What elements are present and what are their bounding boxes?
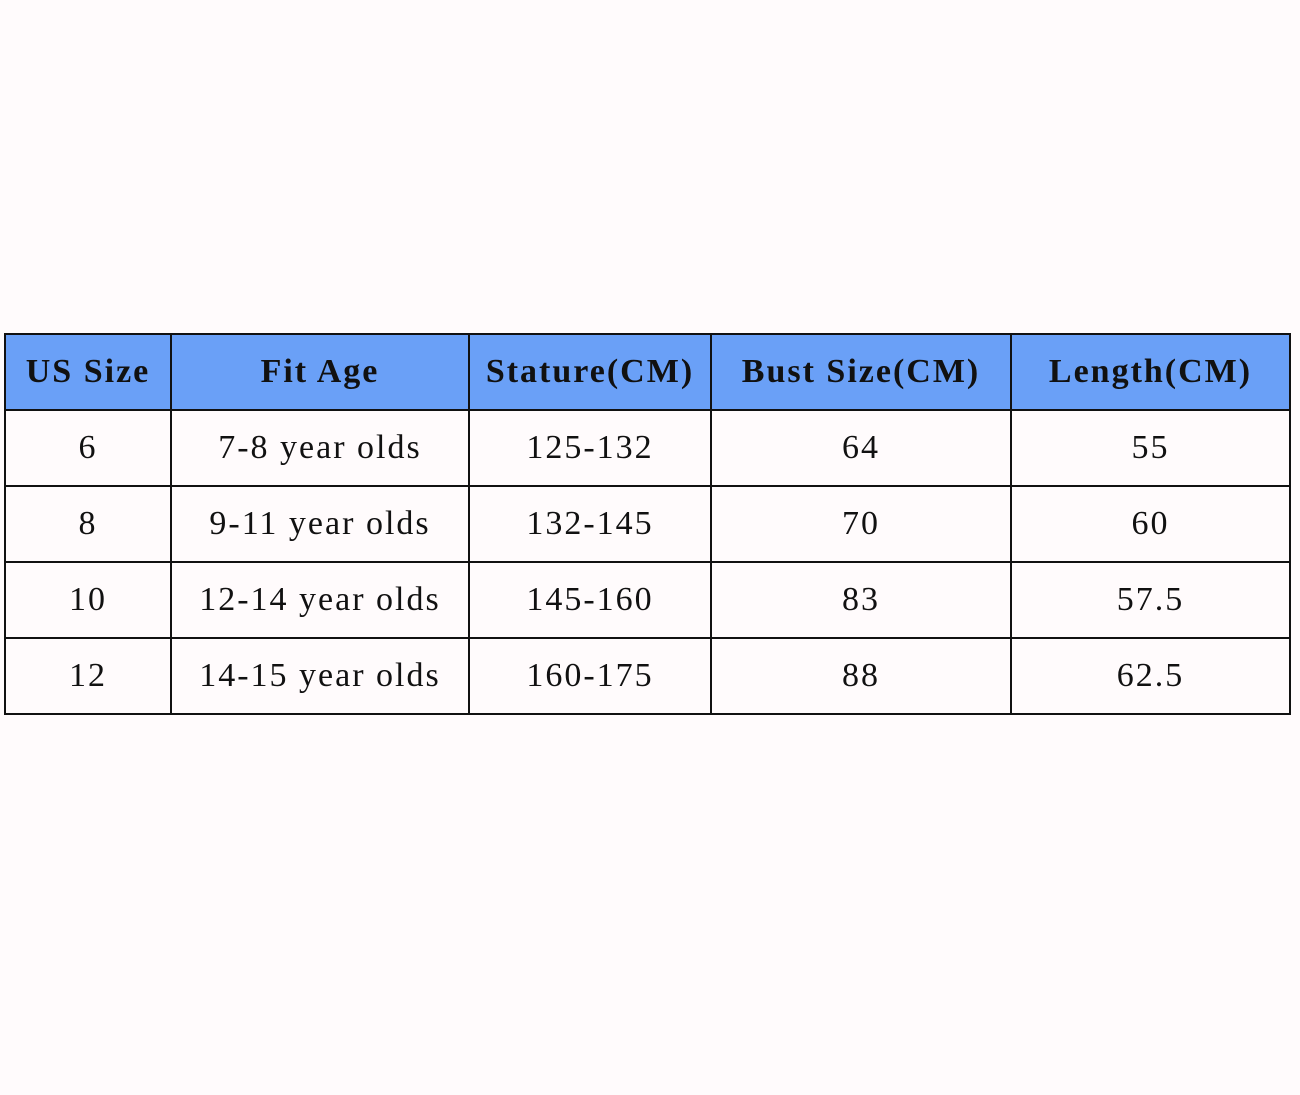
table-body: 6 7-8 year olds 125-132 64 55 8 9-11 year olds… xyxy=(4,409,1291,715)
table-cell: 6 xyxy=(4,409,172,487)
table-cell: 9-11 year olds xyxy=(170,485,470,563)
table-cell: 160-175 xyxy=(468,637,712,715)
table-cell: 132-145 xyxy=(468,485,712,563)
table-row: 6 7-8 year olds 125-132 64 55 xyxy=(4,409,1291,487)
header-row: US Size Fit Age Stature(CM) Bust Size(CM) Le… xyxy=(4,333,1291,411)
table-row: 8 9-11 year olds 132-145 70 60 xyxy=(4,485,1291,563)
table-cell: 55 xyxy=(1010,409,1291,487)
table-cell: 64 xyxy=(710,409,1012,487)
table-row: 10 12-14 year olds 145-160 83 57.5 xyxy=(4,561,1291,639)
header-cell: Stature(CM) xyxy=(468,333,712,411)
table-cell: 62.5 xyxy=(1010,637,1291,715)
header-cell: US Size xyxy=(4,333,172,411)
table-cell: 12 xyxy=(4,637,172,715)
table-row: 12 14-15 year olds 160-175 88 62.5 xyxy=(4,637,1291,715)
table-cell: 70 xyxy=(710,485,1012,563)
table-cell: 88 xyxy=(710,637,1012,715)
table-cell: 8 xyxy=(4,485,172,563)
header-cell: Fit Age xyxy=(170,333,470,411)
table-cell: 60 xyxy=(1010,485,1291,563)
table-cell: 57.5 xyxy=(1010,561,1291,639)
table-cell: 14-15 year olds xyxy=(170,637,470,715)
table-cell: 10 xyxy=(4,561,172,639)
table-cell: 145-160 xyxy=(468,561,712,639)
table-cell: 12-14 year olds xyxy=(170,561,470,639)
header-cell: Length(CM) xyxy=(1010,333,1291,411)
size-table: US Size Fit Age Stature(CM) Bust Size(CM) Le… xyxy=(4,333,1291,715)
header-cell: Bust Size(CM) xyxy=(710,333,1012,411)
table-cell: 125-132 xyxy=(468,409,712,487)
table-cell: 7-8 year olds xyxy=(170,409,470,487)
table-cell: 83 xyxy=(710,561,1012,639)
